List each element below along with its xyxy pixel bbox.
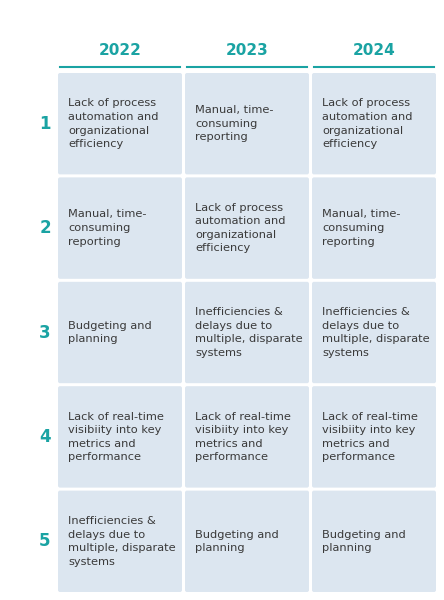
- Text: Manual, time-
consuming
reporting: Manual, time- consuming reporting: [195, 105, 274, 142]
- Text: 1: 1: [39, 115, 51, 133]
- Text: 3: 3: [39, 323, 51, 341]
- Text: Budgeting and
planning: Budgeting and planning: [322, 530, 406, 553]
- FancyBboxPatch shape: [58, 178, 182, 279]
- FancyBboxPatch shape: [185, 386, 309, 488]
- Text: 2: 2: [39, 219, 51, 237]
- Text: Manual, time-
consuming
reporting: Manual, time- consuming reporting: [322, 209, 400, 247]
- FancyBboxPatch shape: [312, 491, 436, 592]
- Text: Budgeting and
planning: Budgeting and planning: [68, 320, 152, 344]
- FancyBboxPatch shape: [185, 178, 309, 279]
- Text: Lack of real-time
visibiity into key
metrics and
performance: Lack of real-time visibiity into key met…: [68, 412, 164, 463]
- Text: Lack of process
automation and
organizational
efficiency: Lack of process automation and organizat…: [68, 98, 159, 149]
- Text: Lack of real-time
visibiity into key
metrics and
performance: Lack of real-time visibiity into key met…: [195, 412, 291, 463]
- Text: Lack of process
automation and
organizational
efficiency: Lack of process automation and organizat…: [195, 203, 285, 253]
- Text: Inefficiencies &
delays due to
multiple, disparate
systems: Inefficiencies & delays due to multiple,…: [68, 516, 176, 566]
- Text: Lack of real-time
visibiity into key
metrics and
performance: Lack of real-time visibiity into key met…: [322, 412, 418, 463]
- FancyBboxPatch shape: [312, 282, 436, 383]
- Text: 4: 4: [39, 428, 51, 446]
- Text: Manual, time-
consuming
reporting: Manual, time- consuming reporting: [68, 209, 147, 247]
- Text: Budgeting and
planning: Budgeting and planning: [195, 530, 279, 553]
- Text: 2022: 2022: [99, 43, 142, 58]
- FancyBboxPatch shape: [312, 386, 436, 488]
- Text: 2023: 2023: [226, 43, 268, 58]
- FancyBboxPatch shape: [185, 73, 309, 175]
- Text: 5: 5: [39, 532, 51, 550]
- Text: Inefficiencies &
delays due to
multiple, disparate
systems: Inefficiencies & delays due to multiple,…: [195, 307, 303, 358]
- FancyBboxPatch shape: [58, 73, 182, 175]
- Text: Inefficiencies &
delays due to
multiple, disparate
systems: Inefficiencies & delays due to multiple,…: [322, 307, 430, 358]
- FancyBboxPatch shape: [312, 178, 436, 279]
- FancyBboxPatch shape: [58, 386, 182, 488]
- FancyBboxPatch shape: [58, 282, 182, 383]
- Text: 2024: 2024: [353, 43, 395, 58]
- Text: Lack of process
automation and
organizational
efficiency: Lack of process automation and organizat…: [322, 98, 412, 149]
- FancyBboxPatch shape: [312, 73, 436, 175]
- FancyBboxPatch shape: [58, 491, 182, 592]
- FancyBboxPatch shape: [185, 282, 309, 383]
- FancyBboxPatch shape: [185, 491, 309, 592]
